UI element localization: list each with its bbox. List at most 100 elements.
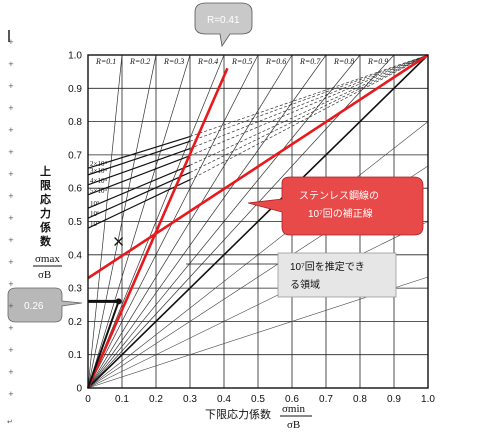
margin-mark: + [8, 258, 14, 266]
y-tick-label: 0.4 [68, 250, 82, 261]
x-tick-label: 0.8 [353, 394, 367, 405]
note-region-box [277, 252, 397, 298]
callout-stainless: ステンレス鋼線の 10⁷回の補正線 [247, 176, 424, 236]
fatigue-curve-dashed [189, 54, 429, 157]
fatigue-curve-dashed [189, 54, 429, 142]
r-line [87, 54, 225, 389]
fatigue-curve-label: 4×10⁴ [90, 177, 107, 185]
margin-mark: + [8, 148, 14, 156]
x-tick-label: 0.5 [251, 394, 265, 405]
callout-stainless-line2: 10⁷回の補正線 [308, 207, 373, 220]
y-tick-label: 1.0 [68, 51, 82, 62]
fatigue-curve-label: 2×10⁴ [90, 160, 107, 168]
fatigue-curve-label: 10⁵ [90, 200, 100, 208]
r-line [87, 54, 157, 389]
y-tick-label: 0.6 [68, 184, 82, 195]
margin-mark: + [8, 104, 14, 112]
y-label-fraction-denominator: σB [38, 269, 51, 281]
x-tick-label: 0.4 [217, 394, 231, 405]
x-tick-label: 1.0 [421, 394, 435, 405]
fatigue-curve-dashed [189, 54, 429, 173]
fatigue-curve [87, 147, 191, 186]
y-tick-label: 0.5 [68, 217, 82, 228]
y-tick-label: 0.1 [68, 350, 82, 361]
r-line [87, 54, 361, 389]
margin-mark: + [8, 368, 14, 376]
callout-stainless-bubble [247, 176, 424, 236]
margin-mark: + [8, 38, 14, 46]
x-tick-label: 0.6 [285, 394, 299, 405]
margin-mark: + [8, 346, 14, 354]
fatigue-curve-dashed [189, 54, 429, 137]
y-label-fraction-numerator: σmax [35, 253, 60, 265]
fatigue-curve [87, 179, 191, 229]
y-tick-label: 0.9 [68, 84, 82, 95]
y-label-char-0: 上 [40, 164, 51, 178]
x-tick-label: 0.7 [319, 394, 333, 405]
y-tick-label: 0.7 [68, 150, 82, 161]
fatigue-curve [87, 155, 191, 196]
callout-stainless-line1: ステンレス鋼線の [299, 189, 379, 202]
x-tick-label: 0.3 [183, 394, 197, 405]
r-line [87, 54, 191, 389]
y-tick-label: 0 [76, 384, 82, 395]
y-axis-label: 上 限 応 力 係 数 σmax σB [33, 164, 62, 281]
callout-026-text: 0.26 [24, 301, 44, 312]
margin-mark: + [8, 192, 14, 200]
x-label-fraction-denominator: σB [287, 419, 300, 431]
r-line [87, 54, 327, 389]
fatigue-curve-dashed [189, 54, 429, 149]
y-label-char-2: 応 [40, 192, 51, 206]
y-label-char-5: 数 [40, 234, 52, 248]
paragraph-mark: ↵ [7, 418, 13, 426]
fatigue-curve-label: 3×10⁴ [90, 167, 107, 175]
x-tick-label: 0.2 [149, 394, 163, 405]
cross-marker-stroke-b [114, 237, 124, 246]
margin-mark: + [8, 280, 14, 288]
margin-mark: + [8, 60, 14, 68]
fan-line [87, 221, 429, 389]
x-tick-label: 0 [85, 394, 91, 405]
callout-r041: R=0.41 [194, 2, 253, 48]
r-line-label: R=0.3 [163, 57, 184, 66]
fatigue-curve [87, 171, 191, 219]
r-line-label: R=0.4 [197, 57, 218, 66]
red-line [87, 53, 429, 280]
note-region: 10⁷回を推定でき る領域 [186, 252, 397, 298]
margin-mark: + [8, 214, 14, 222]
fatigue-curve [87, 140, 191, 176]
r-line [87, 54, 123, 389]
red-line [86, 67, 229, 389]
y-tick-label: 0.8 [68, 117, 82, 128]
x-tick-label: 0.9 [387, 394, 401, 405]
fatigue-curve-label: 10⁶ [90, 210, 100, 218]
r-line-label: R=0.9 [367, 57, 388, 66]
tick-labels-layer: 00 0.1 0.1 0.2 0.2 0.3 0.3 0.4 0.4 0.5 0.5 0.6 0.6 0.… [68, 51, 435, 406]
x-label-text: 下限応力係数 [205, 407, 271, 421]
margin-mark: + [8, 390, 14, 398]
y-label-char-4: 係 [40, 220, 51, 234]
fatigue-curve-label: 5×10⁴ [90, 187, 107, 195]
fatigue-curve [87, 164, 191, 209]
margin-mark: + [8, 126, 14, 134]
y-label-char-3: 力 [40, 206, 51, 220]
r-line-label: R=0.1 [95, 57, 116, 66]
y-tick-label: 0.2 [68, 317, 82, 328]
fan-line [87, 54, 429, 389]
note-region-line1: 10⁷回を推定でき [290, 260, 365, 273]
r-line-label: R=0.8 [333, 57, 354, 66]
x-tick-label: 0.1 [115, 394, 129, 405]
callout-026-bubble [7, 287, 83, 323]
fatigue-curve-label: 10⁷ [90, 220, 100, 228]
x-axis-label: 下限応力係数 σmin σB [205, 403, 312, 431]
r-line-label: R=0.5 [231, 57, 252, 66]
x-label-fraction-numerator: σmin [282, 403, 306, 415]
red-lines-layer [86, 53, 429, 389]
margin-mark: + [8, 324, 14, 332]
margin-mark: + [8, 82, 14, 90]
black-segment-diagonal [87, 301, 120, 389]
margin-mark: + [8, 302, 14, 310]
callout-r041-text: R=0.41 [207, 15, 240, 26]
note-region-line2: る領域 [290, 278, 320, 291]
